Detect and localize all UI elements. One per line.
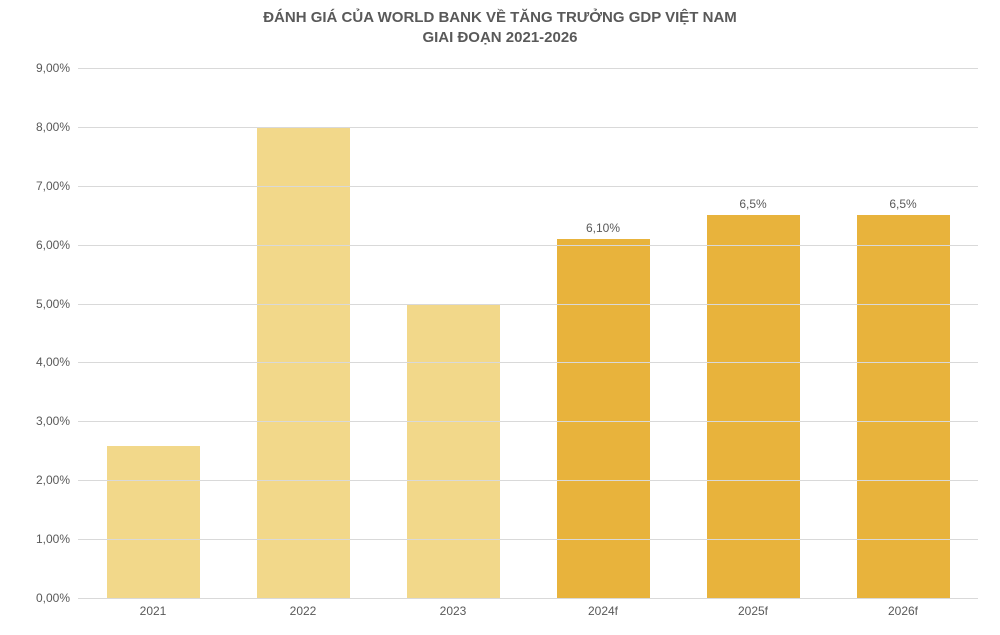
gridline [78,186,978,187]
bar-value-label: 6,10% [586,221,620,235]
gridline [78,304,978,305]
y-axis-label: 0,00% [36,591,70,605]
x-axis-label: 2023 [440,604,467,618]
y-axis-label: 9,00% [36,61,70,75]
bar [407,304,500,598]
x-axis-label: 2021 [140,604,167,618]
gridline [78,480,978,481]
bars-layer: 2021 2022 2023 6,10%2024f 6,5%2025f 6,5%2026f [78,68,978,598]
x-axis-label: 2024f [588,604,618,618]
y-axis-label: 2,00% [36,473,70,487]
bar-value-label: 6,5% [739,197,766,211]
gridline [78,127,978,128]
x-axis-label: 2025f [738,604,768,618]
plot-area: 2021 2022 2023 6,10%2024f 6,5%2025f 6,5%2026f… [78,68,978,598]
y-axis-label: 5,00% [36,297,70,311]
chart-title-line1: ĐÁNH GIÁ CỦA WORLD BANK VỀ TĂNG TRƯỞNG G… [0,8,1000,28]
bar: 6,5% [707,215,800,598]
x-axis-label: 2022 [290,604,317,618]
bar-group: 2022 [257,68,350,598]
bar-value-label: 6,5% [889,197,916,211]
y-axis-label: 3,00% [36,414,70,428]
bar: 6,10% [557,239,650,598]
gridline [78,598,978,599]
bar-group: 6,10%2024f [557,68,650,598]
y-axis-label: 4,00% [36,355,70,369]
gridline [78,421,978,422]
bar-group: 2023 [407,68,500,598]
bar: 6,5% [857,215,950,598]
y-axis-label: 8,00% [36,120,70,134]
y-axis-label: 1,00% [36,532,70,546]
gridline [78,68,978,69]
gridline [78,539,978,540]
gdp-bar-chart: ĐÁNH GIÁ CỦA WORLD BANK VỀ TĂNG TRƯỞNG G… [0,0,1000,635]
bar-group: 2021 [107,68,200,598]
bar [107,446,200,598]
gridline [78,362,978,363]
chart-title: ĐÁNH GIÁ CỦA WORLD BANK VỀ TĂNG TRƯỞNG G… [0,8,1000,47]
bar-group: 6,5%2026f [857,68,950,598]
bar-group: 6,5%2025f [707,68,800,598]
gridline [78,245,978,246]
x-axis-label: 2026f [888,604,918,618]
y-axis-label: 6,00% [36,238,70,252]
chart-title-line2: GIAI ĐOẠN 2021-2026 [0,28,1000,48]
y-axis-label: 7,00% [36,179,70,193]
